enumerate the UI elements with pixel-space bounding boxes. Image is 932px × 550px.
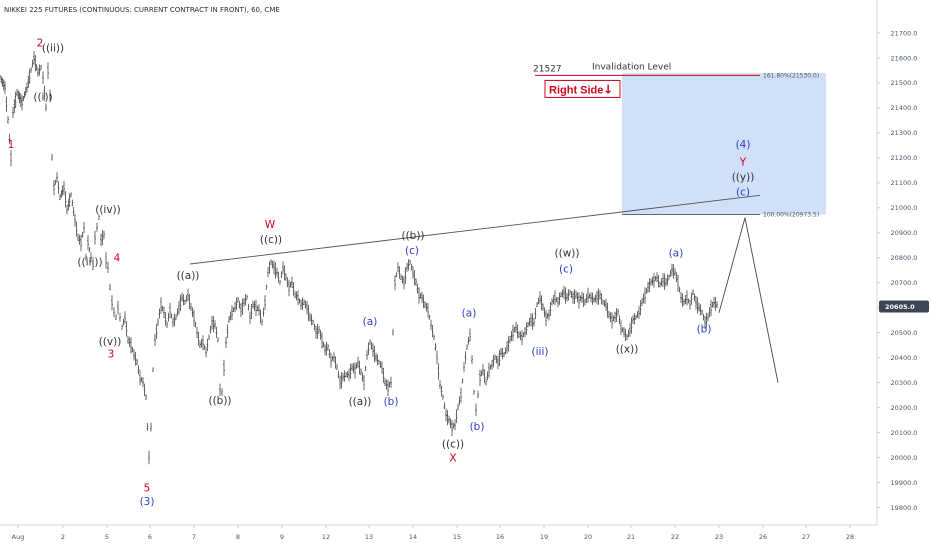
wave-label: (4)	[736, 139, 751, 151]
y-tick-label: 21700.0	[891, 29, 918, 37]
wave-label: (3)	[140, 496, 155, 508]
wave-label: 3	[108, 349, 115, 361]
wave-label: W	[265, 219, 276, 231]
trendline	[189, 194, 761, 265]
y-tick-label: 20100.0	[891, 429, 918, 437]
y-tick-label: 20500.0	[891, 329, 918, 337]
x-tick-label: 6	[148, 533, 152, 541]
wave-label: ((iii))	[77, 256, 102, 268]
x-tick-label: 15	[453, 533, 461, 541]
last-price-badge	[879, 300, 929, 313]
wave-label: ((a))	[177, 270, 200, 282]
x-tick-label: 22	[671, 533, 679, 541]
x-tick-label: 27	[802, 533, 810, 541]
y-tick-label: 20700.0	[891, 279, 918, 287]
y-tick-label: 19900.0	[891, 479, 918, 487]
wave-label: ((x))	[616, 344, 639, 356]
x-tick-label: 9	[280, 533, 284, 541]
wave-label: (b)	[384, 396, 399, 408]
y-tick-label: 21000.0	[891, 204, 918, 212]
wave-label: 2	[37, 38, 44, 50]
right-side-box	[544, 79, 621, 98]
right-side-label: Right Side	[549, 84, 603, 96]
y-tick-label: 20900.0	[891, 229, 918, 237]
x-tick-label: 26	[759, 533, 767, 541]
wave-label: ((v))	[99, 336, 122, 348]
x-tick-label: 14	[409, 533, 417, 541]
x-tick-label: 21	[627, 533, 635, 541]
wave-labels: 1 2((ii)) ((i)) ((iv)) ((iii)) 4 ((v))3 5 (3) ((a…	[8, 38, 755, 508]
wave-label: ((b))	[401, 230, 424, 242]
x-tick-label: 20	[584, 533, 592, 541]
x-axis: Aug 2 5 6 7 8 9 12 13 14 15 16 19 20 21 22 23 26 27 28	[0, 524, 877, 541]
wave-label: ((iv))	[95, 204, 121, 216]
wave-label: (iii)	[532, 346, 549, 358]
wave-label: (c)	[559, 264, 573, 276]
x-tick-label: 7	[192, 533, 196, 541]
y-tick-label: 21500.0	[891, 79, 918, 87]
wave-label: (a)	[363, 316, 378, 328]
fib-161-label: 161.80%(21530.0)	[763, 72, 819, 79]
y-tick-label: 21400.0	[891, 104, 918, 112]
wave-label: X	[449, 452, 456, 464]
projection-path	[718, 217, 779, 383]
wave-label: (b)	[470, 421, 485, 433]
y-tick-label: 20000.0	[891, 454, 918, 462]
y-tick-label: 21100.0	[891, 179, 918, 187]
target-box-group: 161.80%(21530.0) 100.00%(20973.5)	[535, 72, 826, 219]
wave-label: ((ii))	[42, 43, 64, 55]
x-tick-label: 13	[365, 533, 373, 541]
y-tick-label: 21600.0	[891, 54, 918, 62]
wave-label: ((c))	[260, 234, 282, 246]
last-price-label: 20605.0	[885, 303, 915, 311]
y-tick-label: 20200.0	[891, 404, 918, 412]
wave-label: (a)	[462, 308, 477, 320]
x-tick-label: 28	[846, 533, 854, 541]
y-tick-label: 19800.0	[891, 504, 918, 512]
wave-label: ((c))	[442, 439, 464, 451]
x-tick-label: 16	[496, 533, 504, 541]
wave-label: ((a))	[349, 396, 372, 408]
y-tick-label: 21300.0	[891, 129, 918, 137]
wave-label: (c)	[736, 186, 750, 198]
wave-label: 4	[114, 253, 121, 265]
wave-label: 1	[8, 139, 15, 151]
wave-label: (b)	[697, 324, 712, 336]
invalidation-price: 21527	[533, 64, 562, 74]
y-tick-label: 20400.0	[891, 354, 918, 362]
invalidation-group: 21527 Invalidation Level Right Side ↓	[533, 62, 671, 98]
y-tick-label: 21200.0	[891, 154, 918, 162]
y-axis: 21700.0 21600.0 21500.0 21400.0 21300.0 21200…	[876, 0, 929, 525]
wave-label: (c)	[405, 245, 419, 257]
x-tick-label: 19	[540, 533, 548, 541]
x-tick-label: 8	[236, 533, 240, 541]
price-series	[0, 51, 718, 465]
wave-label: (a)	[669, 248, 684, 260]
y-tick-label: 20300.0	[891, 379, 918, 387]
x-tick-label: 5	[105, 533, 109, 541]
wave-label: ((w))	[555, 248, 580, 260]
chart-title: NIKKEI 225 FUTURES (CONTINUOUS: CURRENT …	[4, 6, 280, 14]
x-tick-label: 12	[322, 533, 330, 541]
y-tick-label: 20800.0	[891, 254, 918, 262]
wave-label: ((b))	[208, 395, 231, 407]
down-arrow-icon: ↓	[603, 82, 613, 96]
wave-label: ((y))	[732, 171, 755, 183]
wave-label: 5	[144, 482, 151, 494]
x-tick-label: Aug	[12, 533, 25, 541]
wave-label: ((i))	[33, 91, 52, 103]
x-tick-label: 23	[715, 533, 723, 541]
fib-100-label: 100.00%(20973.5)	[763, 212, 819, 219]
wave-label: Y	[739, 156, 747, 168]
x-tick-label: 2	[61, 533, 65, 541]
target-zone-box	[622, 72, 826, 215]
invalidation-level-label: Invalidation Level	[592, 62, 671, 72]
